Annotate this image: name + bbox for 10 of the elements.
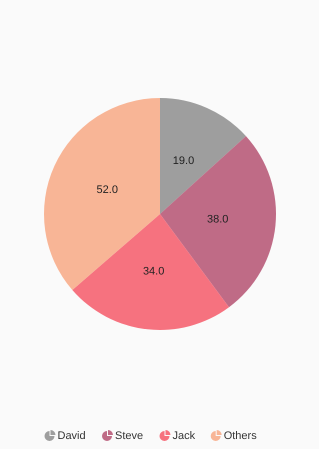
legend-label: Jack	[172, 430, 196, 442]
legend-label: Others	[224, 430, 258, 442]
data-label: 38.0	[207, 214, 228, 226]
legend-label: David	[58, 430, 86, 442]
pie-slice	[160, 98, 246, 214]
data-label: 34.0	[142, 266, 164, 278]
data-label: 52.0	[96, 184, 118, 196]
pie-slice	[72, 214, 230, 330]
legend-label: Steve	[115, 430, 144, 442]
data-label: 19.0	[172, 154, 194, 167]
